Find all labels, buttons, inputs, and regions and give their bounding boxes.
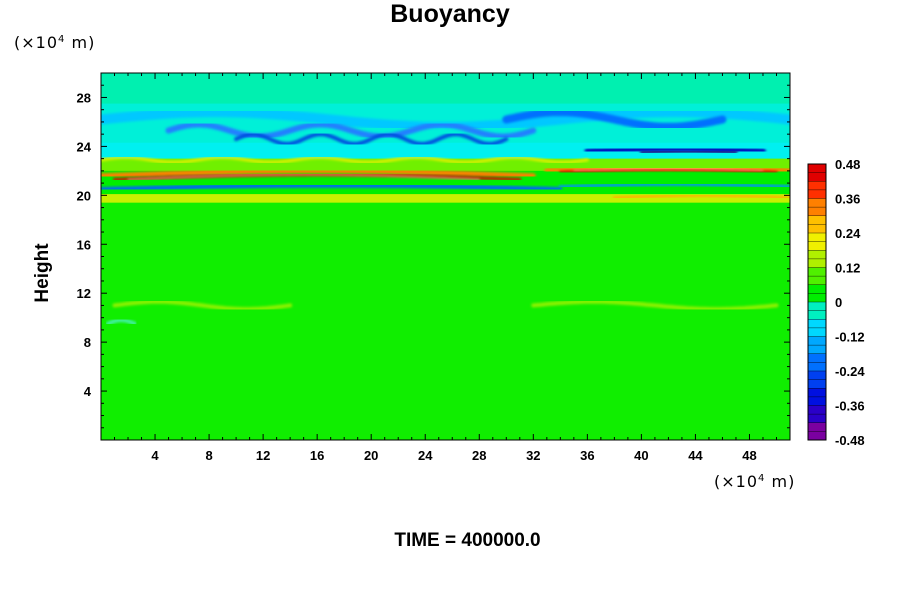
- x-tick-label-0: 4: [151, 448, 159, 463]
- x-tick-label-8: 36: [580, 448, 594, 463]
- upper-blue-streak-b: [234, 132, 509, 146]
- x-tick-label-2: 12: [256, 448, 270, 463]
- colorbar-tick-label-7: -0.36: [835, 399, 865, 414]
- colorbar-segment: [808, 224, 826, 234]
- time-label: TIME = 400000.0: [394, 530, 541, 551]
- y-tick-label-6: 28: [77, 90, 91, 105]
- colorbar-segment: [808, 215, 826, 225]
- colorbar-segment: [808, 276, 826, 286]
- pink-core-right: [573, 167, 764, 172]
- pink-core-left: [127, 174, 480, 180]
- x-unit-label: (×104 m): [714, 472, 796, 491]
- colorbar-segment: [808, 284, 826, 294]
- y-tick-label-3: 16: [77, 237, 91, 252]
- colorbar-segment: [808, 250, 826, 260]
- band-mid-upper: [101, 142, 790, 159]
- x-tick-label-7: 32: [526, 448, 540, 463]
- colorbar-segment: [808, 233, 826, 243]
- colorbar-tick-label-3: 0.12: [835, 261, 860, 276]
- colorbar-segment: [808, 207, 826, 217]
- red-layer-right: [559, 168, 778, 174]
- colorbar-segment: [808, 414, 826, 424]
- colorbar-segment: [808, 388, 826, 398]
- x-tick-label-11: 48: [742, 448, 756, 463]
- colorbar-segment: [808, 293, 826, 303]
- y-tick-label-2: 12: [77, 286, 91, 301]
- colorbar-segment: [808, 431, 826, 441]
- colorbar-tick-label-2: 0.24: [835, 226, 861, 241]
- orange-layer-left: [101, 168, 536, 179]
- cyan-patch-left: [105, 318, 137, 326]
- x-tick-label-3: 16: [310, 448, 324, 463]
- colorbar-segment: [808, 327, 826, 337]
- upper-blue-streak-c: [502, 108, 727, 131]
- colorbar-tick-label-4: 0: [835, 295, 842, 310]
- x-tick-label-4: 20: [364, 448, 378, 463]
- colorbar-segment: [808, 371, 826, 381]
- yellow-ripple: [101, 155, 589, 164]
- blue-layer-right: [558, 182, 790, 189]
- y-unit-label: (×104 m): [14, 33, 96, 52]
- orange-lower-right: [612, 193, 790, 200]
- colorbar-segment: [808, 396, 826, 406]
- upper-blue-streak-a: [165, 121, 537, 140]
- colorbar-segment: [808, 319, 826, 329]
- colorbar-tick-label-8: -0.48: [835, 433, 865, 448]
- colorbar-segment: [808, 164, 826, 174]
- colorbar-segment: [808, 405, 826, 415]
- band-11-right: [531, 299, 779, 312]
- colorbar-segment: [808, 379, 826, 389]
- colorbar-segment: [808, 362, 826, 372]
- colorbar-tick-label-6: -0.24: [835, 364, 865, 379]
- colorbar-segment: [808, 198, 826, 208]
- y-tick-label-4: 20: [77, 188, 91, 203]
- colorbar-segment: [808, 345, 826, 355]
- colorbar-segment: [808, 353, 826, 363]
- field-layer: [101, 73, 790, 440]
- colorbar-segment: [808, 310, 826, 320]
- band-top: [101, 73, 790, 104]
- colorbar-tick-label-5: -0.12: [835, 330, 865, 345]
- colorbar-segment: [808, 258, 826, 268]
- colorbar-segment: [808, 189, 826, 199]
- band-lower: [101, 202, 790, 440]
- colorbar: 0.48 0.36 0.24 0.12 0 -0.12 -0.24 -0.36 -0.48: [807, 157, 865, 448]
- colorbar-tick-label-0: 0.48: [835, 157, 860, 172]
- x-tick-label-10: 44: [688, 448, 703, 463]
- x-tick-label-1: 8: [205, 448, 212, 463]
- colorbar-segment: [808, 267, 826, 277]
- colorbar-segment: [808, 422, 826, 432]
- band-lower-yellow: [101, 194, 790, 203]
- colorbar-segment: [808, 336, 826, 346]
- colorbar-segment: [808, 241, 826, 251]
- y-tick-label-0: 4: [84, 384, 92, 399]
- colorbar-segment: [808, 172, 826, 182]
- blue-layer-left: [101, 183, 563, 192]
- x-tick-label-5: 24: [418, 448, 433, 463]
- colorbar-segment: [808, 181, 826, 191]
- x-tick-label-9: 40: [634, 448, 648, 463]
- chart-title: Buoyancy: [390, 0, 510, 28]
- band-11-left: [112, 299, 293, 312]
- y-tick-label-1: 8: [84, 335, 91, 350]
- colorbar-segment: [808, 302, 826, 312]
- colorbar-tick-label-1: 0.36: [835, 192, 860, 207]
- y-tick-label-5: 24: [77, 139, 92, 154]
- dark-blue-streak: [584, 145, 766, 155]
- x-tick-label-6: 28: [472, 448, 486, 463]
- darkest-blue-streak: [639, 149, 738, 154]
